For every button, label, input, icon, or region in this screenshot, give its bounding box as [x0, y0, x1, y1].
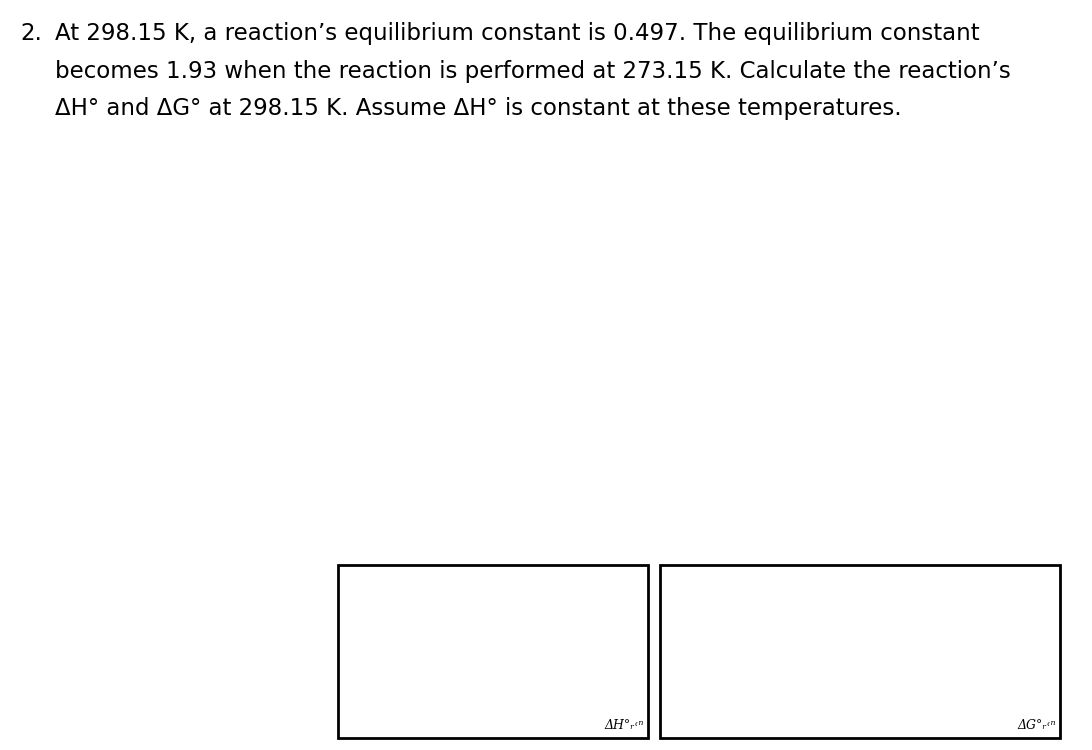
Text: becomes 1.93 when the reaction is performed at 273.15 K. Calculate the reaction’: becomes 1.93 when the reaction is perfor…	[55, 60, 1011, 83]
Bar	[660, 565, 1060, 738]
Text: At 298.15 K, a reaction’s equilibrium constant is 0.497. The equilibrium constan: At 298.15 K, a reaction’s equilibrium co…	[55, 22, 980, 45]
Text: ΔH°ᵣ˓ⁿ: ΔH°ᵣ˓ⁿ	[605, 719, 644, 732]
Text: ΔG°ᵣ˓ⁿ: ΔG°ᵣ˓ⁿ	[1018, 719, 1056, 732]
Text: 2.: 2.	[20, 22, 41, 45]
Text: ΔH° and ΔG° at 298.15 K. Assume ΔH° is constant at these temperatures.: ΔH° and ΔG° at 298.15 K. Assume ΔH° is c…	[55, 97, 902, 120]
Bar	[339, 565, 648, 738]
